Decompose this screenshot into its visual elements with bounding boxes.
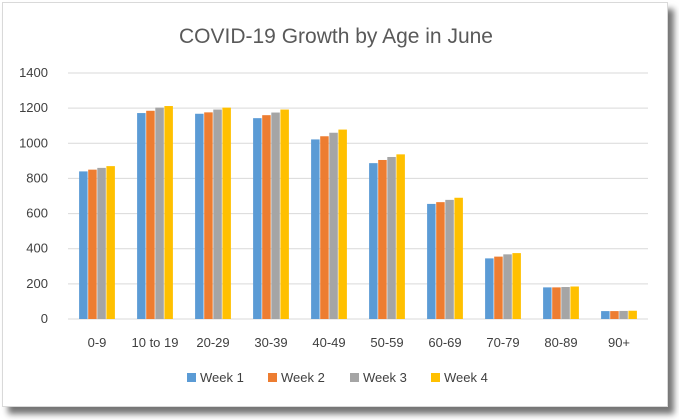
bar-week-2-7: [494, 256, 503, 319]
bar-week-2-9: [610, 311, 619, 319]
bar-week-2-8: [552, 287, 561, 319]
bar-week-1-0: [79, 171, 88, 319]
legend: Week 1 Week 2 Week 3 Week 4: [187, 370, 488, 385]
x-tick-label: 90+: [608, 335, 630, 350]
bar-week-4-9: [628, 310, 637, 319]
bar-week-3-2: [213, 109, 222, 319]
x-tick-label: 20-29: [196, 335, 229, 350]
x-tick-label: 70-79: [486, 335, 519, 350]
chart-title: COVID-19 Growth by Age in June: [179, 25, 493, 48]
grid-lines: [68, 72, 648, 320]
legend-swatch: [431, 373, 440, 382]
legend-swatch: [268, 373, 277, 382]
bar-week-4-0: [106, 166, 115, 319]
bar-week-3-7: [503, 254, 512, 319]
bar-week-2-4: [320, 136, 329, 319]
bar-week-1-5: [369, 163, 378, 319]
bar-week-3-5: [387, 156, 396, 319]
legend-label: Week 1: [200, 370, 244, 385]
bar-week-4-6: [454, 197, 463, 319]
bar-week-4-1: [164, 106, 173, 319]
bar-week-2-2: [204, 112, 213, 319]
legend-label: Week 3: [363, 370, 407, 385]
bar-week-1-3: [253, 118, 262, 319]
bar-week-2-6: [436, 202, 445, 319]
bar-week-4-3: [280, 109, 289, 319]
bar-week-3-3: [271, 112, 280, 320]
bar-week-3-8: [561, 287, 570, 319]
x-axis-ticks: 0-9 10 to 19 20-29 30-39 40-49 50-59 60-69 70-7…: [88, 335, 630, 350]
y-tick-label: 1400: [19, 65, 48, 80]
bar-week-3-0: [97, 167, 106, 319]
x-tick-label: 30-39: [254, 335, 287, 350]
x-tick-label: 0-9: [88, 335, 107, 350]
bar-week-1-6: [427, 203, 436, 319]
bar-week-1-9: [601, 311, 610, 319]
x-tick-label: 40-49: [312, 335, 345, 350]
bar-week-4-7: [512, 253, 521, 319]
bar-week-1-7: [485, 258, 494, 319]
legend-swatch: [350, 373, 359, 382]
y-tick-label: 1200: [19, 100, 48, 115]
bar-week-2-3: [262, 115, 271, 320]
bar-week-3-1: [155, 107, 164, 319]
bar-week-3-6: [445, 199, 454, 319]
bar-week-3-9: [619, 310, 628, 319]
bar-week-1-8: [543, 287, 552, 319]
bar-week-4-4: [338, 129, 347, 319]
legend-label: Week 2: [281, 370, 325, 385]
bar-week-4-2: [222, 107, 231, 319]
x-tick-label: 60-69: [428, 335, 461, 350]
bar-week-4-5: [396, 154, 405, 319]
y-tick-label: 600: [26, 206, 48, 221]
y-tick-label: 800: [26, 170, 48, 185]
bar-week-1-2: [195, 113, 204, 319]
bar-week-2-0: [88, 169, 97, 319]
y-tick-label: 400: [26, 241, 48, 256]
legend-label: Week 4: [444, 370, 488, 385]
bar-week-4-8: [570, 286, 579, 319]
y-tick-label: 1000: [19, 135, 48, 150]
y-axis-ticks: 0 200 400 600 800 1000 1200 1400: [19, 65, 48, 326]
x-tick-label: 50-59: [370, 335, 403, 350]
bars: [79, 106, 637, 320]
bar-week-2-1: [146, 110, 155, 320]
y-tick-label: 0: [41, 311, 48, 326]
x-tick-label: 10 to 19: [132, 335, 179, 350]
y-tick-label: 200: [26, 276, 48, 291]
x-tick-label: 80-89: [544, 335, 577, 350]
bar-week-3-4: [329, 132, 338, 319]
bar-week-1-4: [311, 139, 320, 319]
bar-week-2-5: [378, 159, 387, 319]
legend-swatch: [187, 373, 196, 382]
bar-week-1-1: [137, 113, 146, 319]
